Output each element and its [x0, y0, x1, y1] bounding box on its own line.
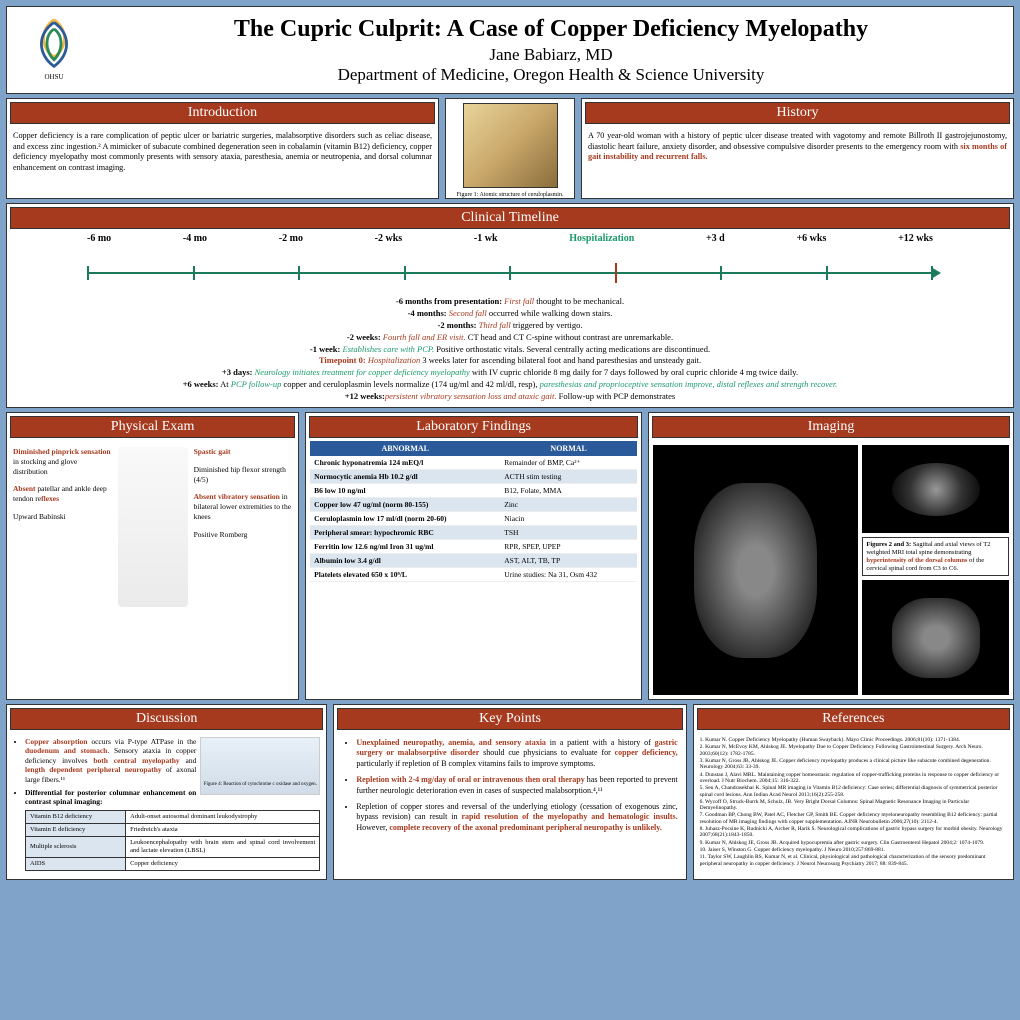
body-figure [118, 447, 188, 607]
introduction-panel: Introduction Copper deficiency is a rare… [6, 98, 439, 199]
timeline-labels: -6 mo-4 mo-2 mo-2 wks-1 wkHospitalizatio… [87, 233, 933, 244]
references-list: 1. Kumar N. Copper Deficiency Myelopathy… [694, 733, 1013, 872]
history-text: A 70 year-old woman with a history of pe… [582, 127, 1013, 167]
timeline-panel: Clinical Timeline -6 mo-4 mo-2 mo-2 wks-… [6, 203, 1014, 408]
poster-title: The Cupric Culprit: A Case of Copper Def… [101, 16, 1001, 43]
ceruloplasmin-figure [463, 103, 558, 188]
figure1-caption: Figure 1: Atomic structure of ceruloplas… [457, 192, 564, 198]
keypoint-3: Repletion of copper stores and reversal … [356, 802, 677, 833]
mri-sagittal-2 [862, 580, 1009, 695]
poster-header: OHSU The Cupric Culprit: A Case of Coppe… [6, 6, 1014, 94]
mri-sagittal [653, 445, 858, 695]
history-panel: History A 70 year-old woman with a histo… [581, 98, 1014, 199]
introduction-heading: Introduction [10, 102, 435, 124]
differential-table: Vitamin B12 deficiencyAdult-onset autoso… [25, 810, 320, 872]
department: Department of Medicine, Oregon Health & … [101, 65, 1001, 85]
keypoints-heading: Key Points [337, 708, 682, 730]
ohsu-logo: OHSU [19, 15, 89, 85]
imaging-panel: Imaging Figures 2 and 3: Sagittal and ax… [648, 412, 1014, 700]
pe-left-findings: Diminished pinprick sensation in stockin… [13, 447, 112, 607]
physical-exam-panel: Physical Exam Diminished pinprick sensat… [6, 412, 299, 700]
logo-label: OHSU [19, 73, 89, 81]
history-heading: History [585, 102, 1010, 124]
discussion-bullet-1: Figure 4: Reaction of cytochrome c oxida… [25, 737, 320, 784]
imaging-caption: Figures 2 and 3: Sagittal and axial view… [862, 537, 1009, 576]
keypoint-2: Repletion with 2-4 mg/day of oral or int… [356, 775, 677, 796]
keypoints-panel: Key Points Unexplained neuropathy, anemi… [333, 704, 686, 880]
pe-right-findings: Spastic gaitDiminished hip flexor streng… [194, 447, 293, 607]
introduction-text: Copper deficiency is a rare complication… [7, 127, 438, 178]
imaging-heading: Imaging [652, 416, 1010, 438]
figure4: Figure 4: Reaction of cytochrome c oxida… [200, 737, 320, 795]
figure1-panel: Figure 1: Atomic structure of ceruloplas… [445, 98, 575, 199]
author: Jane Babiarz, MD [101, 45, 1001, 65]
lab-panel: Laboratory Findings ABNORMALNORMAL Chron… [305, 412, 642, 700]
references-heading: References [697, 708, 1010, 730]
timeline-events: -6 months from presentation: First fall … [7, 296, 1013, 403]
mri-axial [862, 445, 1009, 533]
lab-heading: Laboratory Findings [309, 416, 638, 438]
keypoint-1: Unexplained neuropathy, anemia, and sens… [356, 738, 677, 769]
discussion-bullet-2: Differential for posterior columnar enha… [25, 788, 320, 871]
timeline-axis [87, 254, 933, 290]
timeline-heading: Clinical Timeline [10, 207, 1010, 229]
pe-heading: Physical Exam [10, 416, 295, 438]
discussion-panel: Discussion Figure 4: Reaction of cytochr… [6, 704, 327, 880]
lab-table: ABNORMALNORMAL Chronic hyponatremia 124 … [310, 441, 637, 582]
discussion-heading: Discussion [10, 708, 323, 730]
references-panel: References 1. Kumar N. Copper Deficiency… [693, 704, 1014, 880]
